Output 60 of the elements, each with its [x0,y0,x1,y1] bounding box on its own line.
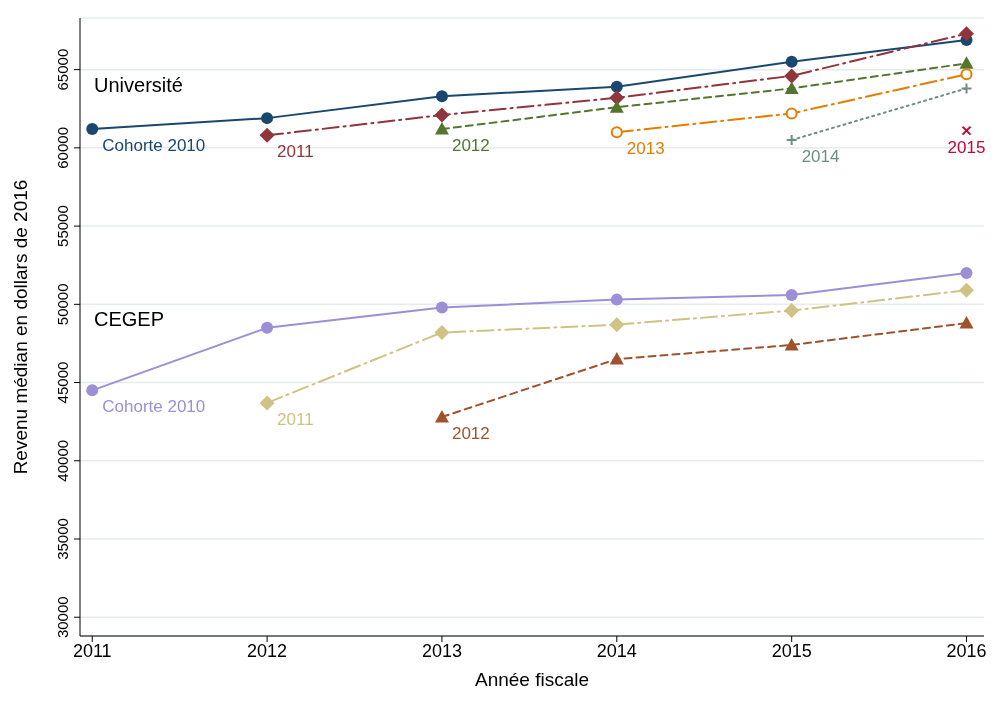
x-tick-label: 2015 [771,640,812,661]
point [784,81,799,94]
y-tick-label: 60000 [54,127,71,169]
point [960,82,973,95]
point [261,112,274,125]
point [959,56,974,69]
x-tick-label: 2013 [421,640,462,661]
point [86,384,99,397]
annotation: CEGEP [94,308,165,332]
x-tick-label: 2012 [247,640,288,661]
y-tick-label: 35000 [54,518,71,560]
series-label: 2014 [801,147,840,167]
point [434,122,449,135]
x-axis-title: Année fiscale [474,669,590,690]
series-label: 2013 [626,139,665,159]
point [610,126,623,139]
point [434,107,450,123]
point [959,282,975,298]
series-label: 2012 [451,136,490,156]
point [435,90,448,103]
y-tick-label: 55000 [54,205,71,247]
x-tick-label: 2011 [72,640,112,661]
point [610,80,623,93]
point [960,68,973,81]
point [784,337,799,351]
series-label: 2012 [451,423,490,443]
point [435,301,448,314]
point [785,55,798,68]
y-tick-label: 50000 [54,283,71,326]
y-axis-title: Revenu médian en dollars de 2016 [9,179,31,475]
point [261,321,274,334]
point [610,293,623,306]
point [785,288,798,301]
point [959,316,974,329]
series-label: 2011 [277,142,314,162]
point [785,107,798,120]
point [960,267,973,280]
point [434,409,449,423]
y-tick-label: 65000 [54,48,71,91]
point [609,317,625,333]
annotation: Université [94,73,183,97]
x-tick-label: 2014 [596,640,637,661]
point [434,324,450,340]
point [959,26,975,42]
x-tick-label: 2016 [946,640,987,661]
point [961,125,972,136]
series-label: Cohorte 2010 [102,397,206,417]
point [784,303,800,319]
series-label: Cohorte 2010 [102,136,206,156]
point [609,100,624,113]
point [609,352,624,365]
point [86,123,99,136]
series-label: 2011 [277,409,314,429]
point [259,127,275,143]
y-tick-label: 45000 [54,361,71,404]
series-label: 2015 [947,137,986,157]
y-tick-label: 30000 [54,596,71,639]
point [259,395,275,411]
y-tick-label: 40000 [54,439,71,482]
point [784,68,800,84]
